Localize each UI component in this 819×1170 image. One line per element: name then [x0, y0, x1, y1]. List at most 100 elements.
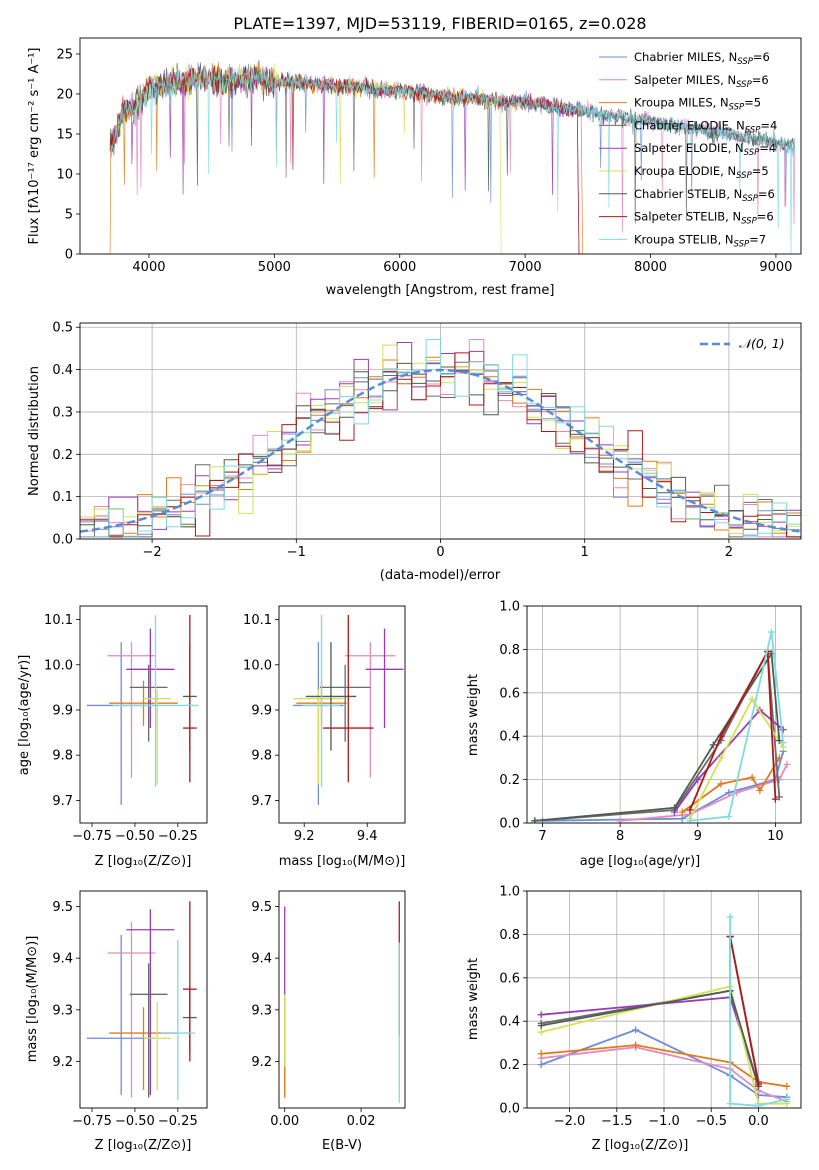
- y-tick-label: 9.9: [251, 703, 272, 718]
- legend-sub: SSP: [744, 148, 760, 158]
- x-tick-label: −0.50: [115, 829, 155, 844]
- y-tick-label: 9.2: [251, 1055, 272, 1070]
- x-tick-label: −0.5: [695, 1114, 727, 1129]
- plus-marker: [537, 1050, 545, 1058]
- x-tick-label: 9.4: [357, 829, 378, 844]
- legend-sub: SSP: [737, 57, 753, 67]
- y-tick-label: 9.7: [52, 794, 73, 809]
- y-tick-label: 1.0: [499, 600, 520, 615]
- legend-sub: SSP: [742, 194, 758, 204]
- legend-sub: SSP: [729, 103, 745, 113]
- legend-entry: Kroupa ELODIE, NSSP=5: [634, 164, 769, 181]
- x-tick-label: 7: [538, 829, 546, 844]
- histogram-step: [80, 352, 801, 539]
- histogram-step: [80, 339, 801, 539]
- y-tick-label: 9.5: [52, 900, 73, 915]
- plus-marker: [537, 1061, 545, 1069]
- x-tick-label: −1.0: [648, 1114, 680, 1129]
- legend-name: Salpeter ELODIE, N: [634, 141, 744, 155]
- y-tick-label: 0.0: [499, 817, 520, 832]
- legend-entry: Chabrier MILES, NSSP=6: [634, 50, 770, 67]
- plus-marker: [694, 776, 702, 784]
- plus-marker: [686, 806, 694, 814]
- residuals-xlabel: (data-model)/error: [380, 568, 501, 583]
- mass-weight-line: [729, 917, 788, 1107]
- y-tick-label: 0.3: [52, 405, 73, 420]
- residuals-ylabel: Normed distribution: [27, 366, 42, 496]
- y-tick-label: 9.5: [251, 900, 272, 915]
- legend-name: Chabrier MILES, N: [634, 50, 737, 64]
- y-tick-label: 9.4: [52, 952, 73, 967]
- clipped-layer: [80, 339, 801, 539]
- x-tick-label: −1: [287, 545, 306, 560]
- y-tick-label: 0.6: [499, 971, 520, 986]
- legend-name: Kroupa STELIB, N: [634, 232, 734, 246]
- y-tick-label: 0.4: [499, 1015, 520, 1030]
- residuals-panel: −2 −1 0 1 2 0.0 0.1 0.2 0.3 0.4 0.5 𝒩(0, 1): [52, 321, 802, 560]
- y-tick-label: 5: [65, 208, 73, 223]
- axes-frame: [526, 605, 802, 824]
- x-tick-label: 9.2: [294, 829, 315, 844]
- y-tick-label: 10.1: [243, 613, 272, 628]
- mw-z-ylabel: mass weight: [466, 958, 481, 1040]
- x-tick-label: −2: [143, 545, 162, 560]
- y-tick-label: 0.6: [499, 686, 520, 701]
- legend-name: Kroupa ELODIE, N: [634, 164, 736, 178]
- legend-sub: SSP: [736, 80, 752, 90]
- mass-weight-line: [534, 650, 781, 822]
- y-tick-label: 25: [56, 48, 73, 63]
- x-tick-label: 6000: [383, 260, 416, 275]
- x-tick-label: −0.50: [115, 1114, 155, 1129]
- clipped-layer: [109, 60, 796, 254]
- plus-marker: [632, 1026, 640, 1034]
- axes-frame: [79, 890, 208, 1109]
- y-tick-label: 0.2: [52, 448, 73, 463]
- legend-entry: Chabrier ELODIE, NSSP=4: [634, 118, 777, 135]
- normal-curve: [80, 368, 801, 533]
- clipped-layer: [293, 615, 404, 805]
- x-tick-label: 0.00: [270, 1114, 299, 1129]
- legend-sub: SSP: [741, 217, 757, 227]
- legend-entry: Kroupa STELIB, NSSP=7: [634, 232, 766, 249]
- y-tick-label: 0.0: [499, 1102, 520, 1117]
- plus-marker: [754, 1080, 762, 1088]
- x-tick-label: 8: [616, 829, 624, 844]
- plus-marker: [678, 815, 686, 823]
- axes-frame: [79, 322, 802, 540]
- plus-marker: [771, 795, 779, 803]
- plus-marker: [783, 1082, 791, 1090]
- mass-weight-line: [689, 648, 777, 811]
- mass-weight-line: [689, 697, 784, 820]
- y-tick-label: 0: [65, 248, 73, 263]
- mass-z-ylabel: mass [log₁₀(M/M⊙)]: [25, 936, 40, 1063]
- x-tick-label: 9000: [759, 260, 792, 275]
- mass-vs-z-panel: −0.75 −0.50 −0.25 9.2 9.3 9.4 9.5: [52, 890, 208, 1129]
- plus-marker: [775, 776, 783, 784]
- massweight-vs-age-panel: 7 8 9 10 0.0 0.2 0.4 0.6 0.8 1.0: [499, 600, 802, 844]
- mass-vs-ebv-panel: 0.00 0.02 9.2 9.3 9.4 9.5: [251, 890, 406, 1129]
- x-tick-label: 2: [725, 545, 733, 560]
- legend-name: Kroupa MILES, N: [634, 96, 729, 110]
- spectrum-panel: 4000 5000 6000 7000 8000 9000 0 5 10 15 20 25 Chabri…: [56, 37, 802, 275]
- axes-frame: [79, 605, 208, 824]
- plus-marker: [783, 760, 791, 768]
- y-tick-label: 15: [56, 128, 73, 143]
- clipped-layer: [86, 901, 197, 1101]
- x-tick-label: −0.25: [158, 1114, 198, 1129]
- age-vs-mass-panel: 9.2 9.4 9.7 9.8 9.9 10.0 10.1: [243, 605, 406, 844]
- y-tick-label: 0.2: [499, 773, 520, 788]
- legend-suffix: =6: [758, 187, 775, 201]
- legend-entry: Salpeter ELODIE, NSSP=4: [634, 141, 776, 158]
- x-tick-label: 1: [581, 545, 589, 560]
- legend-entry: Salpeter MILES, NSSP=6: [634, 73, 769, 90]
- legend-name: Salpeter MILES, N: [634, 73, 736, 87]
- clipped-layer: [86, 615, 199, 805]
- mass-weight-line: [540, 985, 787, 1105]
- legend-suffix: =7: [749, 232, 766, 246]
- clipped-layer: [531, 628, 791, 823]
- legend-name: Salpeter STELIB, N: [634, 210, 741, 224]
- plus-marker: [537, 1011, 545, 1019]
- y-tick-label: 10.1: [44, 613, 73, 628]
- plus-marker: [783, 1095, 791, 1103]
